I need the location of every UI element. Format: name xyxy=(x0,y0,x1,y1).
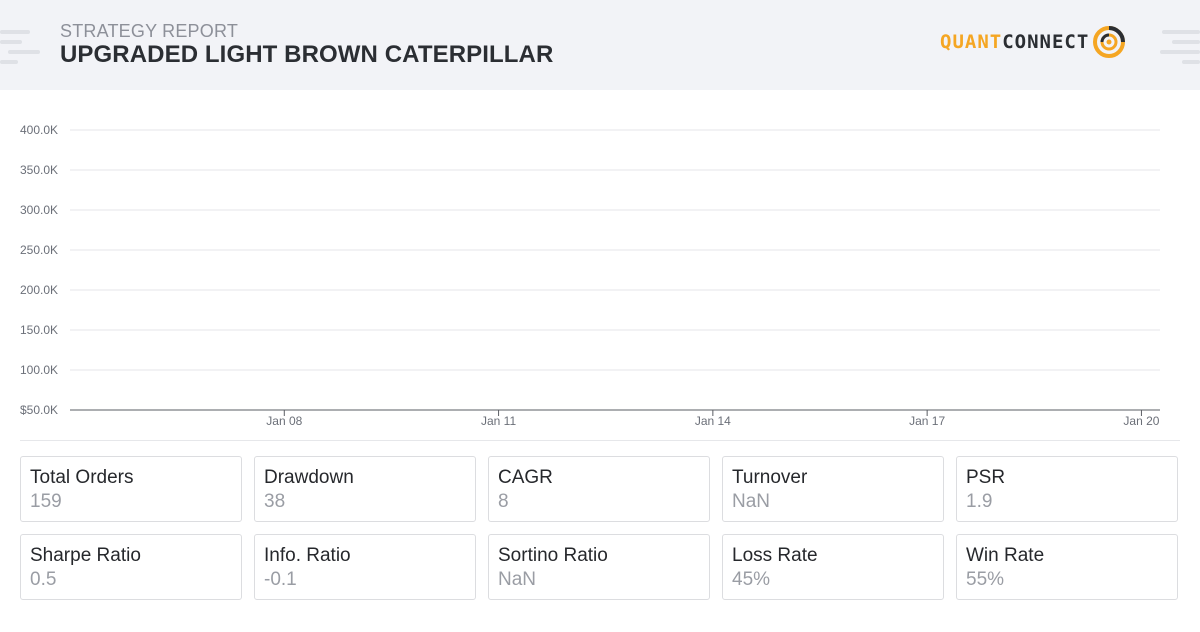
stat-value: 1.9 xyxy=(966,491,993,512)
stat-value: 8 xyxy=(498,491,509,512)
stat-card: Sharpe Ratio 0.5 xyxy=(20,534,242,600)
page-title: UPGRADED LIGHT BROWN CATERPILLAR xyxy=(60,41,554,68)
stat-card: Loss Rate 45% xyxy=(722,534,944,600)
stat-value: 38 xyxy=(264,491,286,512)
header-decoration-left xyxy=(0,60,18,64)
stat-value: 45% xyxy=(732,569,771,590)
stat-card: Turnover NaN xyxy=(722,456,944,522)
stat-value: NaN xyxy=(732,491,771,512)
stat-card: CAGR 8 xyxy=(488,456,710,522)
header-decoration-right xyxy=(1162,30,1200,34)
header-decoration-right xyxy=(1172,40,1200,44)
stat-label: Info. Ratio xyxy=(264,545,351,566)
stat-label: Drawdown xyxy=(264,467,354,488)
y-tick-label: 200.0K xyxy=(20,283,58,297)
stat-label: PSR xyxy=(966,467,1006,488)
y-tick-label: 400.0K xyxy=(20,123,58,137)
stat-value: NaN xyxy=(498,569,537,590)
y-tick-label: $50.0K xyxy=(20,403,58,417)
stat-card: Win Rate 55% xyxy=(956,534,1178,600)
stat-card: Total Orders 159 xyxy=(20,456,242,522)
logo-text-quant: QUANT xyxy=(940,31,1003,53)
stat-label: Win Rate xyxy=(966,545,1045,566)
header-decoration-left xyxy=(8,50,40,54)
quantconnect-logo: QUANTCONNECT xyxy=(940,24,1127,60)
y-tick-label: 300.0K xyxy=(20,203,58,217)
x-tick-label: Jan 17 xyxy=(909,414,945,428)
logo-text-connect: CONNECT xyxy=(1002,31,1090,53)
x-tick-label: Jan 08 xyxy=(266,414,302,428)
equity-chart: $50.0K 100.0K 150.0K 200.0K 250.0K 300.0K 350.… xyxy=(0,110,1200,440)
stat-card: Drawdown 38 xyxy=(254,456,476,522)
stat-value: 159 xyxy=(30,491,62,512)
header-decoration-left xyxy=(0,30,30,34)
stat-label: Sharpe Ratio xyxy=(30,545,141,566)
stat-label: Turnover xyxy=(732,467,808,488)
stat-label: Loss Rate xyxy=(732,545,818,566)
x-tick-label: Jan 20 xyxy=(1123,414,1159,428)
stat-card: Info. Ratio -0.1 xyxy=(254,534,476,600)
equity-chart-svg: $50.0K 100.0K 150.0K 200.0K 250.0K 300.0K 350.… xyxy=(20,123,1160,428)
y-tick-label: 250.0K xyxy=(20,243,58,257)
header-decoration-right xyxy=(1182,60,1200,64)
report-header: STRATEGY REPORT UPGRADED LIGHT BROWN CAT… xyxy=(0,0,1200,90)
stat-value: -0.1 xyxy=(264,569,297,590)
y-tick-label: 100.0K xyxy=(20,363,58,377)
y-tick-label: 350.0K xyxy=(20,163,58,177)
x-tick-label: Jan 11 xyxy=(481,414,516,428)
header-decoration-left xyxy=(0,40,22,44)
header-decoration-right xyxy=(1160,50,1200,54)
logo-mark-icon xyxy=(1093,26,1126,58)
logo-wordmark: QUANTCONNECT xyxy=(940,31,1089,53)
stat-label: Sortino Ratio xyxy=(498,545,608,566)
stat-label: Total Orders xyxy=(30,467,134,488)
stat-value: 0.5 xyxy=(30,569,57,590)
y-tick-label: 150.0K xyxy=(20,323,58,337)
stat-card: Sortino Ratio NaN xyxy=(488,534,710,600)
section-divider xyxy=(20,440,1180,441)
report-label: STRATEGY REPORT xyxy=(60,21,239,41)
stat-label: CAGR xyxy=(498,467,553,488)
x-tick-label: Jan 14 xyxy=(695,414,731,428)
stat-value: 55% xyxy=(966,569,1005,590)
stat-card: PSR 1.9 xyxy=(956,456,1178,522)
